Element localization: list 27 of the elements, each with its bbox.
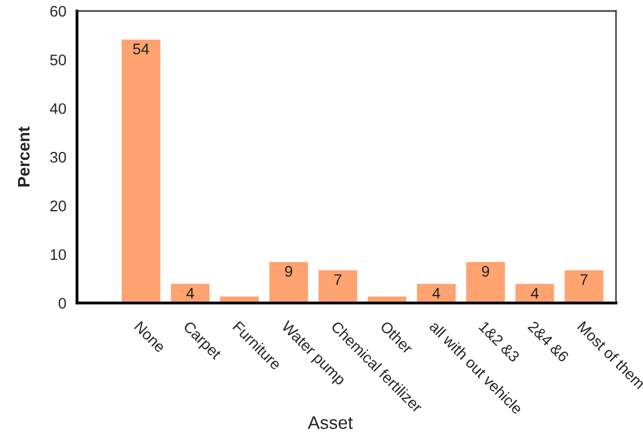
data-label: 4 xyxy=(530,288,539,298)
bar xyxy=(170,283,210,303)
x-axis-title: Asset xyxy=(308,416,353,430)
x-tick-label: 2&4 &6 xyxy=(527,320,570,363)
data-label: 9 xyxy=(285,266,292,277)
bar xyxy=(416,283,456,303)
data-label: 7 xyxy=(580,274,588,285)
data-label: 7 xyxy=(334,274,342,285)
y-tick-label: 40 xyxy=(50,103,66,114)
y-tick-label: 60 xyxy=(50,6,66,17)
y-tick-label: 10 xyxy=(50,249,66,260)
data-label: 4 xyxy=(432,288,440,298)
bar xyxy=(564,270,604,303)
bar xyxy=(466,261,506,303)
bar xyxy=(268,261,309,303)
y-tick-label: 20 xyxy=(50,200,66,212)
data-label: 4 xyxy=(186,288,194,298)
data-label: 9 xyxy=(482,266,490,277)
data-label: 54 xyxy=(133,44,150,54)
bar xyxy=(514,283,555,303)
bar xyxy=(318,270,358,303)
y-tick-label: 50 xyxy=(50,54,66,66)
x-tick-label: 1&2 &3 xyxy=(478,320,520,363)
bar xyxy=(120,38,162,303)
y-tick-label: 30 xyxy=(50,152,66,163)
y-tick-label: 0 xyxy=(58,298,66,309)
y-axis-title: Percent xyxy=(18,126,30,186)
